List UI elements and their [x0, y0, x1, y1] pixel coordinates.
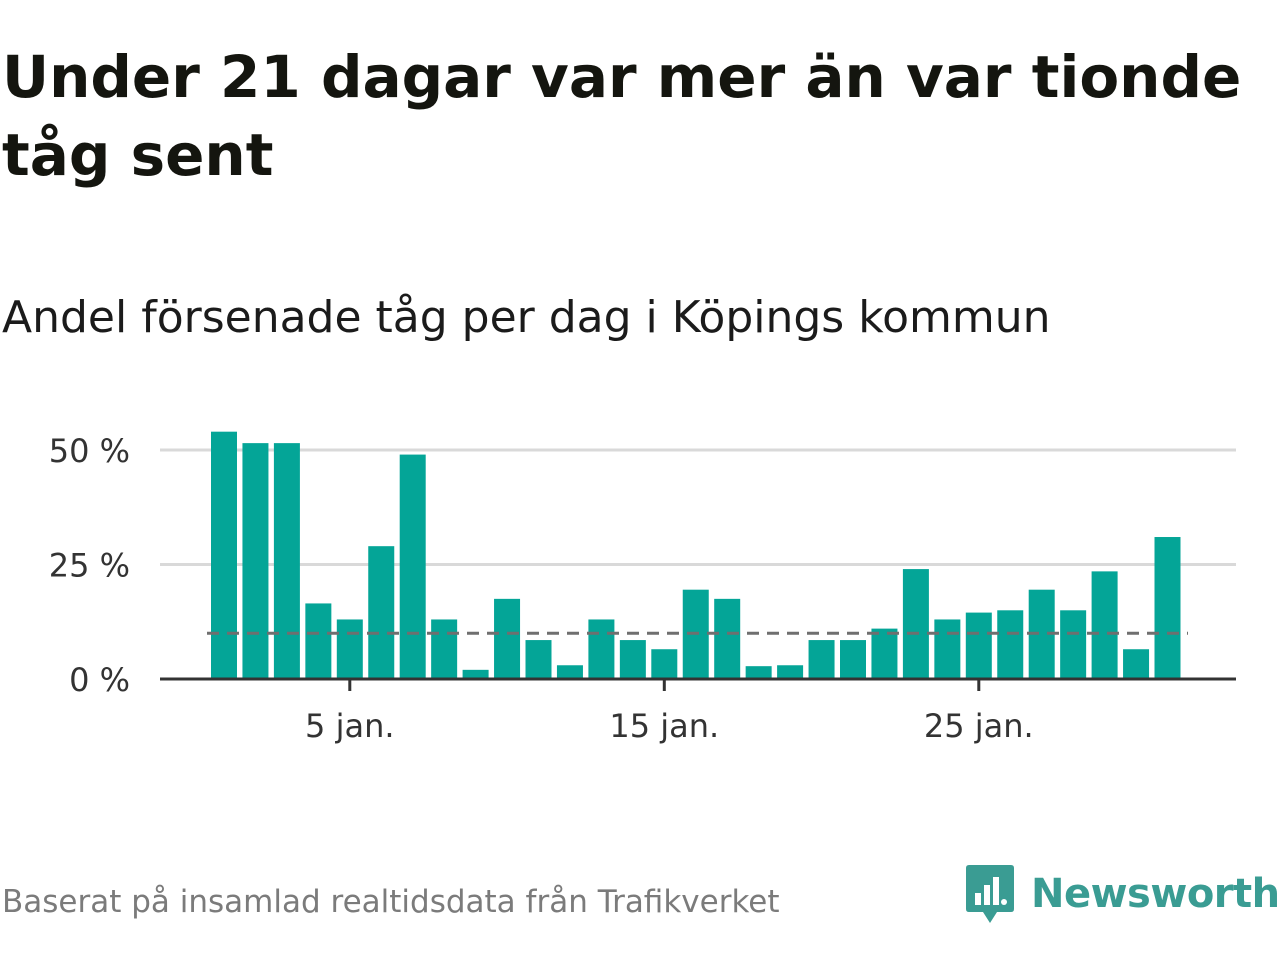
bar	[399, 454, 426, 679]
bar	[273, 443, 300, 679]
bar	[840, 640, 866, 679]
bar	[305, 603, 332, 679]
y-tick-label: 0 %	[69, 661, 130, 699]
bar	[902, 569, 929, 679]
bar	[1091, 571, 1118, 679]
bar	[368, 546, 395, 679]
bar	[336, 619, 363, 679]
bar	[808, 640, 835, 679]
bar	[431, 619, 458, 679]
bar	[556, 665, 583, 679]
bar	[619, 640, 646, 679]
bar	[525, 640, 552, 679]
bar-chart: 0 % 25 % 50 % 5 jan. 15 jan. 25 jan.	[49, 431, 1236, 745]
bar	[651, 649, 678, 679]
x-tick-label: 25 jan.	[924, 707, 1034, 745]
bar	[242, 443, 269, 679]
bar	[777, 665, 804, 679]
bar	[588, 619, 615, 679]
newsworthy-logo-icon	[966, 865, 1014, 923]
y-tick-label: 50 %	[49, 432, 130, 470]
y-tick-label: 25 %	[49, 547, 130, 585]
chart-title: Under 21 dagar var mer än var tionde tåg…	[2, 43, 1242, 189]
brand-name: Newsworthy	[1031, 871, 1280, 917]
bar	[1060, 610, 1087, 679]
x-tick-label: 5 jan.	[305, 707, 394, 745]
x-tick-label: 15 jan.	[609, 707, 719, 745]
source-note: Baserat på insamlad realtidsdata från Tr…	[2, 884, 780, 920]
bar	[745, 666, 772, 679]
bar	[714, 598, 741, 679]
bar	[997, 610, 1024, 679]
bar	[211, 431, 237, 679]
bar	[965, 612, 992, 679]
newsworthy-logo: Newsworthy	[965, 862, 1280, 926]
bar	[1123, 649, 1150, 679]
bar	[462, 669, 489, 679]
chart-subtitle: Andel försenade tåg per dag i Köpings ko…	[2, 292, 1051, 343]
bar	[494, 598, 521, 679]
bar	[1154, 537, 1181, 679]
bar	[934, 619, 961, 679]
bar	[871, 628, 898, 679]
